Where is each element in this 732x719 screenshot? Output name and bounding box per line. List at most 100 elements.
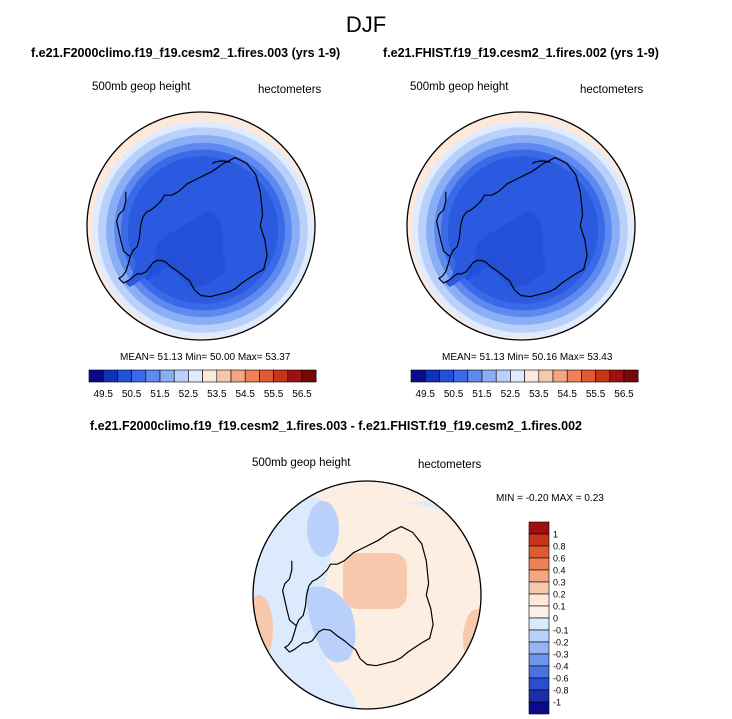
colorbar-swatch xyxy=(528,581,550,595)
panel3-stats: MIN = -0.20 MAX = 0.23 xyxy=(496,493,604,504)
season-title: DJF xyxy=(345,12,387,37)
colorbar-tick-label: -0.1 xyxy=(553,626,569,636)
colorbar-swatch xyxy=(259,369,274,383)
panel1-stats: MEAN= 51.13 Min= 50.00 Max= 53.37 xyxy=(120,352,291,363)
coastline-peninsula xyxy=(115,191,131,258)
colorbar-swatch xyxy=(410,369,426,383)
colorbar-swatch xyxy=(301,369,317,383)
colorbar-tick-label: 0.2 xyxy=(553,590,566,600)
colorbar-swatch xyxy=(202,369,218,383)
panel1-map xyxy=(86,111,316,341)
colorbar-tick-label: 51.5 xyxy=(472,389,492,400)
colorbar-tick-label: 0.6 xyxy=(553,554,566,564)
coastline-antarctica xyxy=(283,525,434,667)
colorbar-swatch xyxy=(524,369,540,383)
colorbar-tick-label: 49.5 xyxy=(415,389,435,400)
colorbar-swatch xyxy=(230,369,246,383)
colorbar-swatch xyxy=(173,369,189,383)
colorbar-tick-label: 0.8 xyxy=(553,542,566,552)
colorbar-tick-label: 50.5 xyxy=(444,389,464,400)
colorbar-swatch xyxy=(88,369,104,383)
map-boundary xyxy=(406,111,636,341)
colorbar-tick-label: 0.3 xyxy=(553,578,566,588)
colorbar-swatch xyxy=(117,369,132,383)
colorbar-swatch xyxy=(552,369,568,383)
colorbar-swatch xyxy=(216,369,232,383)
coastline-peninsula xyxy=(435,191,451,258)
colorbar-tick-label: 56.5 xyxy=(614,389,634,400)
colorbar-swatch xyxy=(528,557,550,571)
colorbar-tick-label: 56.5 xyxy=(292,389,312,400)
map-boundary xyxy=(86,111,316,341)
colorbar-swatch xyxy=(528,629,550,643)
colorbar-tick-label: 53.5 xyxy=(207,389,227,400)
colorbar-swatch xyxy=(528,521,550,535)
coastline-island xyxy=(212,160,231,164)
colorbar-swatch xyxy=(495,369,511,383)
colorbar-swatch xyxy=(595,369,611,383)
colorbar-swatch xyxy=(581,369,596,383)
colorbar-tick-label: 0.1 xyxy=(553,602,566,612)
colorbar-swatch xyxy=(528,689,550,703)
panel2-stats: MEAN= 51.13 Min= 50.16 Max= 53.43 xyxy=(442,352,613,363)
colorbar-swatch xyxy=(528,593,550,607)
panel1-variable: 500mb geop height xyxy=(92,81,191,93)
coastline-peninsula xyxy=(281,560,297,627)
diff-field-negative-cell-2 xyxy=(306,586,356,663)
colorbar-tick-label: 52.5 xyxy=(501,389,521,400)
panel1-title: f.e21.F2000climo.f19_f19.cesm2_1.fires.0… xyxy=(31,46,341,60)
panel2-variable: 500mb geop height xyxy=(410,81,509,93)
panel2-colorbar: 49.5 50.5 51.5 52.5 53.5 54.5 55.5 56.5 xyxy=(410,369,639,400)
panel2-title: f.e21.FHIST.f19_f19.cesm2_1.fires.002 (y… xyxy=(383,46,659,60)
colorbar-tick-label: 50.5 xyxy=(122,389,142,400)
colorbar-swatch xyxy=(528,641,550,655)
colorbar-tick-label: 0.4 xyxy=(553,566,566,576)
colorbar-swatch xyxy=(244,369,260,383)
colorbar-swatch xyxy=(538,369,554,383)
colorbar-swatch xyxy=(481,369,497,383)
panel2-map xyxy=(406,111,636,341)
colorbar-swatch xyxy=(528,545,550,559)
colorbar-tick-label: 0 xyxy=(553,614,558,624)
colorbar-swatch xyxy=(528,533,550,547)
diff-field-negative-cell xyxy=(307,501,339,557)
colorbar-tick-label: 54.5 xyxy=(557,389,577,400)
colorbar-tick-label: 52.5 xyxy=(179,389,199,400)
map-boundary xyxy=(252,480,482,710)
colorbar-tick-label: 1 xyxy=(553,530,558,540)
diff-field-positive-edge-left xyxy=(253,595,273,663)
panel3-title: f.e21.F2000climo.f19_f19.cesm2_1.fires.0… xyxy=(90,419,582,433)
colorbar-tick-label: 54.5 xyxy=(235,389,255,400)
coastline-antarctica xyxy=(117,156,268,298)
colorbar-swatch xyxy=(102,369,118,383)
colorbar-swatch xyxy=(528,605,550,619)
colorbar-swatch xyxy=(528,701,550,715)
colorbar-swatch xyxy=(510,369,525,383)
colorbar-tick-label: 49.5 xyxy=(93,389,113,400)
map-field-minimum xyxy=(144,211,226,288)
colorbar-tick-label: 55.5 xyxy=(586,389,606,400)
map-field-minimum xyxy=(464,211,546,288)
colorbar-tick-label: -0.3 xyxy=(553,650,569,660)
colorbar-swatch xyxy=(609,369,625,383)
colorbar-swatch xyxy=(188,369,203,383)
colorbar-swatch xyxy=(566,369,582,383)
colorbar-tick-label: -1 xyxy=(553,698,561,708)
colorbar-tick-label: 51.5 xyxy=(150,389,170,400)
colorbar-swatch xyxy=(131,369,147,383)
colorbar-swatch xyxy=(439,369,454,383)
colorbar-swatch xyxy=(623,369,639,383)
colorbar-swatch xyxy=(528,665,550,679)
colorbar-swatch xyxy=(528,653,550,667)
diff-field-positive-cell xyxy=(343,553,407,609)
colorbar-swatch xyxy=(528,677,550,691)
colorbar-swatch xyxy=(287,369,303,383)
colorbar-swatch xyxy=(528,617,550,631)
panel3-colorbar: 1 0.8 0.6 0.4 0.3 0.2 0.1 0 -0.1 -0.2 -0.3 -0.4 -0.6… xyxy=(528,521,569,715)
colorbar-tick-label: -0.4 xyxy=(553,662,569,672)
colorbar-swatch xyxy=(145,369,161,383)
colorbar-tick-label: 53.5 xyxy=(529,389,549,400)
panel1-colorbar: 49.5 50.5 51.5 52.5 53.5 54.5 55.5 56.5 xyxy=(88,369,317,400)
panel2-units: hectometers xyxy=(580,84,644,96)
colorbar-tick-label: -0.6 xyxy=(553,674,569,684)
